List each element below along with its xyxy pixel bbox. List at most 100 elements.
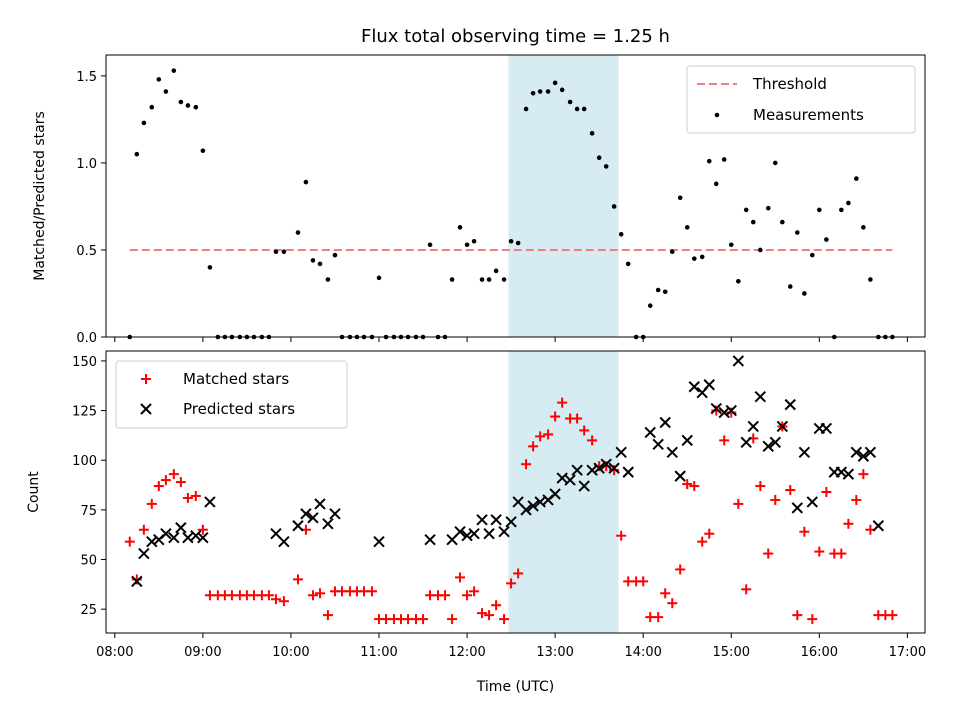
predicted-stars-point: [520, 504, 532, 516]
measurement-point: [765, 205, 771, 211]
predicted-stars-point: [615, 446, 627, 458]
measurement-point: [662, 289, 668, 295]
measurement-point: [325, 277, 331, 282]
predicted-stars-point: [872, 520, 885, 532]
predicted-stars-point: [835, 466, 848, 478]
measurement-point: [780, 219, 785, 225]
measurement-point: [515, 240, 521, 246]
measurement-point: [281, 249, 287, 255]
measurement-point: [508, 238, 514, 244]
measurement-point: [545, 89, 551, 94]
predicted-stars-point: [740, 436, 752, 449]
measurement-point: [581, 106, 587, 112]
measurement-point: [303, 179, 309, 185]
y-tick-label: 0.5: [76, 244, 97, 259]
measurement-point: [647, 303, 653, 308]
matched-stars-point: [697, 536, 708, 547]
measurement-point: [750, 219, 756, 225]
matched-stars-point: [477, 608, 488, 619]
predicted-stars-point: [190, 529, 202, 542]
predicted-stars-point: [160, 527, 172, 540]
matched-stars-point: [278, 596, 289, 607]
matched-stars-point: [587, 435, 598, 446]
x-tick-label: 17:00: [889, 645, 926, 660]
measurement-point: [611, 204, 617, 209]
x-tick-label: 10:00: [272, 645, 309, 660]
y-tick-label: 125: [72, 405, 97, 420]
measurement-point: [295, 230, 301, 235]
matched-stars-point: [755, 481, 766, 492]
predicted-stars-point: [798, 446, 811, 458]
measurement-point: [743, 207, 749, 213]
bottom-x-axis-label: Time (UTC): [476, 679, 554, 695]
x-tick-label: 13:00: [536, 645, 573, 660]
matched-stars-point: [689, 481, 700, 492]
predicted-stars-point: [622, 466, 634, 478]
matched-stars-point: [270, 594, 281, 605]
matched-stars-point: [836, 548, 847, 559]
predicted-stars-point: [498, 526, 510, 538]
matched-stars-point: [799, 526, 810, 537]
predicted-stars-point: [564, 474, 576, 486]
legend-predicted-label: Predicted stars: [183, 400, 295, 418]
measurement-point: [171, 68, 177, 73]
x-tick-label: 16:00: [801, 645, 838, 660]
measurement-point: [141, 120, 147, 126]
matched-stars-point: [366, 586, 377, 597]
x-tick-label: 11:00: [360, 645, 397, 660]
measurement-point: [809, 252, 815, 258]
predicted-stars-point: [314, 498, 326, 510]
matched-stars-point: [887, 610, 898, 621]
predicted-stars-point: [784, 398, 796, 411]
matched-stars-point: [667, 598, 678, 609]
y-tick-label: 1.0: [76, 157, 97, 172]
x-tick-label: 08:00: [96, 645, 133, 660]
measurement-point: [655, 287, 661, 293]
bottom-legend-box: [115, 360, 348, 429]
predicted-stars-point: [806, 496, 818, 508]
bottom-chart: 08:00 09:00 10:00 11:00 12:00 13:00 14:00 15:00…: [26, 350, 926, 695]
predicted-stars-point: [600, 458, 612, 470]
predicted-stars-point: [468, 527, 480, 540]
matched-stars-point: [682, 479, 693, 490]
matched-stars-point: [572, 413, 583, 424]
predicted-stars-point: [666, 446, 678, 458]
predicted-stars-point: [710, 402, 722, 415]
matched-stars-point: [704, 528, 715, 539]
top-chart: 0.0 0.5 1.0 1.5 Flux total observing time =…: [32, 26, 926, 346]
top-plot-frame: [105, 54, 926, 338]
measurement-point: [854, 176, 859, 181]
predicted-stars-point: [791, 502, 804, 514]
matched-stars-point: [528, 441, 539, 452]
measurement-point: [486, 277, 492, 282]
legend-threshold-label: Threshold: [752, 75, 827, 93]
predicted-stars-point: [762, 440, 774, 453]
matched-stars-point: [513, 568, 524, 579]
matched-stars-point: [146, 498, 157, 509]
legend-matched-label: Matched stars: [183, 370, 289, 388]
measurement-point: [846, 200, 851, 206]
predicted-stars-point: [329, 508, 341, 520]
y-tick-label: 1.5: [76, 70, 97, 85]
matched-stars-point: [124, 536, 135, 547]
y-tick-label: 50: [80, 554, 97, 569]
matched-stars-point: [182, 492, 193, 503]
matched-stars-point: [160, 475, 171, 486]
predicted-stars-point: [703, 379, 715, 391]
predicted-stars-point: [644, 426, 656, 439]
predicted-stars-point: [608, 462, 620, 474]
matched-stars-point: [168, 469, 179, 480]
measurement-point: [861, 225, 866, 230]
top-legend: Threshold Measurements: [686, 65, 916, 134]
predicted-stars-point: [659, 416, 671, 429]
measurement-point: [156, 77, 162, 82]
predicted-stars-point: [652, 438, 664, 451]
predicted-stars-point: [850, 446, 863, 458]
predicted-stars-point: [138, 547, 150, 560]
predicted-stars-point: [146, 535, 158, 548]
matched-stars-point: [807, 614, 818, 625]
bottom-legend: Matched stars Predicted stars: [115, 360, 348, 429]
measurement-point: [134, 151, 140, 157]
matched-stars-point: [675, 564, 686, 575]
legend-matched-marker: [141, 374, 151, 384]
